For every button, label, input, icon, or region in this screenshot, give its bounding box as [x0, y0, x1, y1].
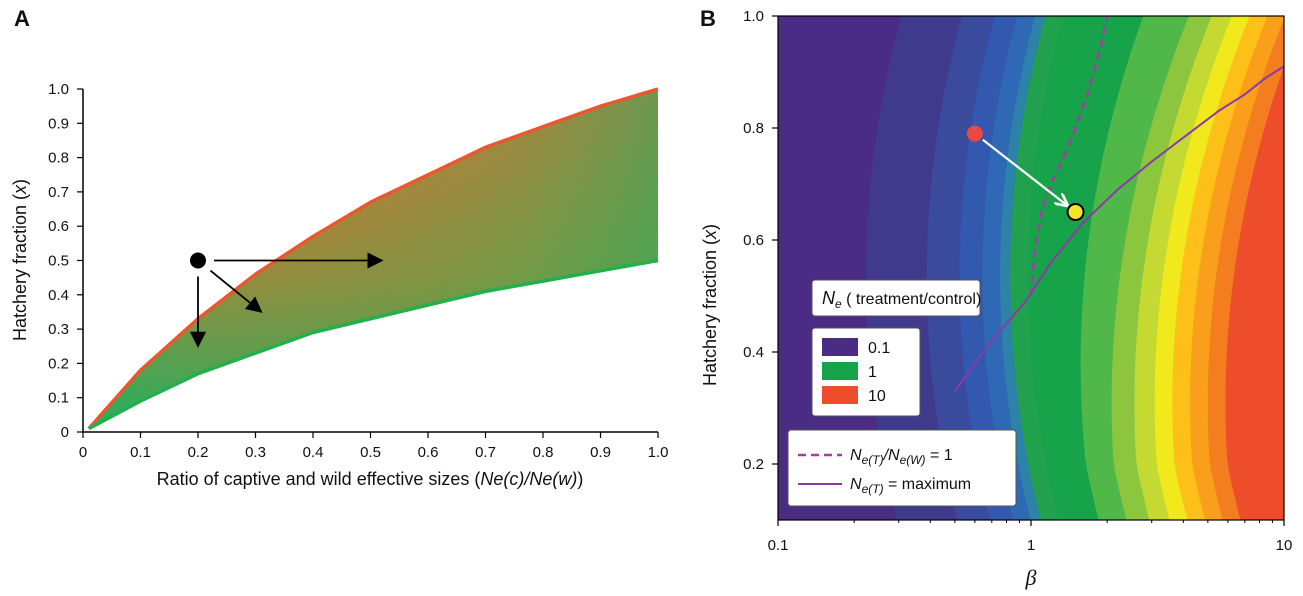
panel-a-arrows	[189, 252, 384, 348]
panel-a-y-ticks: 0 0.1 0.2 0.3 0.4 0.5 0.6 0.7 0.8 0.9 1.0	[48, 81, 83, 441]
arrow-2	[209, 269, 263, 313]
panel-b-letter: B	[700, 6, 716, 31]
shift-arrow	[982, 138, 1066, 205]
x-tick-label: 0.1	[130, 444, 151, 461]
y-tick-label: 0.5	[48, 253, 69, 270]
legend-swatch	[822, 386, 858, 404]
y-tick-label: 0.1	[48, 390, 69, 407]
x-tick-label: 0.3	[245, 444, 266, 461]
x-tick-label: 0.8	[533, 444, 554, 461]
y-tick-label: 0.4	[48, 287, 69, 304]
y-tick-label: 1.0	[743, 8, 764, 25]
x-tick-label: 1	[1027, 537, 1035, 554]
y-tick-label: 0.2	[48, 355, 69, 372]
panel-b-y-axis-title: Hatchery fraction (x)	[700, 224, 720, 386]
dashed-line-legend-label: Ne(T)/Ne(W) = 1	[850, 447, 953, 467]
start-point-marker	[190, 252, 206, 269]
y-tick-label: 0.8	[743, 120, 764, 137]
lines-legend-bg	[787, 429, 1017, 507]
y-tick-label: 1.0	[48, 81, 69, 98]
panel-b-x-ticks: 0.1 1 10	[768, 520, 1293, 554]
legend-swatch	[822, 338, 858, 356]
x-tick-label: 0.6	[418, 444, 439, 461]
y-tick-label: 0.8	[48, 150, 69, 167]
panel-a-letter: A	[14, 6, 30, 31]
panel-a-x-ticks: 0 0.1 0.2 0.3 0.4 0.5 0.6 0.7 0.8 0.9 1.0	[79, 432, 669, 461]
shaded-region-overlay	[88, 89, 659, 429]
y-tick-label: 0.6	[743, 232, 764, 249]
panel-b-color-legend: 0.1 1 10	[811, 327, 921, 417]
x-tick-label: 0.5	[360, 444, 381, 461]
x-tick-label: 1.0	[648, 444, 669, 461]
panel-a: A 0 0.1 0.2 0.3 0.4 0.5 0.6 0.7 0.8 0.9 1.0 0 0.1 0.…	[10, 6, 668, 489]
panel-b-lines-legend: Ne(T)/Ne(W) = 1 Ne(T) = maximum	[787, 429, 1017, 507]
x-tick-label: 0.9	[590, 444, 611, 461]
lower-bound-line	[87, 258, 659, 431]
start-point-marker	[966, 125, 983, 142]
panel-b-points	[966, 125, 1085, 221]
panel-a-shaded-area	[88, 89, 659, 429]
y-tick-label: 0.3	[48, 321, 69, 338]
panel-b-y-ticks: 0.2 0.4 0.6 0.8 1.0	[743, 8, 778, 473]
y-tick-label: 0.2	[743, 456, 764, 473]
legend-label: 10	[868, 388, 886, 405]
y-tick-label: 0.9	[48, 115, 69, 132]
panel-a-y-axis-title: Hatchery fraction (x)	[10, 179, 30, 341]
panel-a-series	[87, 87, 659, 431]
legend-label: 1	[868, 364, 877, 381]
ne-ratio-equal-one-line	[1029, 16, 1109, 297]
panel-a-start-point	[190, 252, 206, 269]
x-tick-label: 0.7	[475, 444, 496, 461]
contour-band-15	[1225, 66, 1284, 520]
panel-b: B 0.1 1 10 0.2 0.4 0.6 0.8 1.0 β Hatchery frac…	[700, 6, 1293, 590]
y-tick-label: 0.4	[743, 344, 764, 361]
legend-swatch	[822, 362, 858, 380]
y-tick-label: 0.6	[48, 218, 69, 235]
legend-title: Ne ( treatment/control)	[822, 288, 981, 311]
y-tick-label: 0.7	[48, 184, 69, 201]
panel-a-x-axis-title: Ratio of captive and wild effective size…	[157, 469, 584, 489]
x-tick-label: 10	[1276, 537, 1293, 554]
x-tick-label: 0	[79, 444, 87, 461]
x-tick-label: 0.2	[188, 444, 209, 461]
upper-bound-line	[87, 87, 659, 430]
legend-label: 0.1	[868, 340, 890, 357]
y-tick-label: 0	[61, 424, 69, 441]
end-point-marker	[1066, 203, 1085, 221]
solid-line-legend-label: Ne(T) = maximum	[850, 476, 971, 496]
panel-b-heatmap	[778, 16, 1284, 520]
ne-maximum-line	[953, 65, 1284, 392]
panel-b-x-axis-title: β	[1025, 565, 1037, 590]
legend-title-box-bg	[811, 279, 981, 317]
panel-b-legend-title-box: Ne ( treatment/control)	[811, 279, 981, 317]
x-tick-label: 0.4	[303, 444, 324, 461]
panel-b-lines	[953, 16, 1284, 392]
x-tick-label: 0.1	[768, 537, 789, 554]
